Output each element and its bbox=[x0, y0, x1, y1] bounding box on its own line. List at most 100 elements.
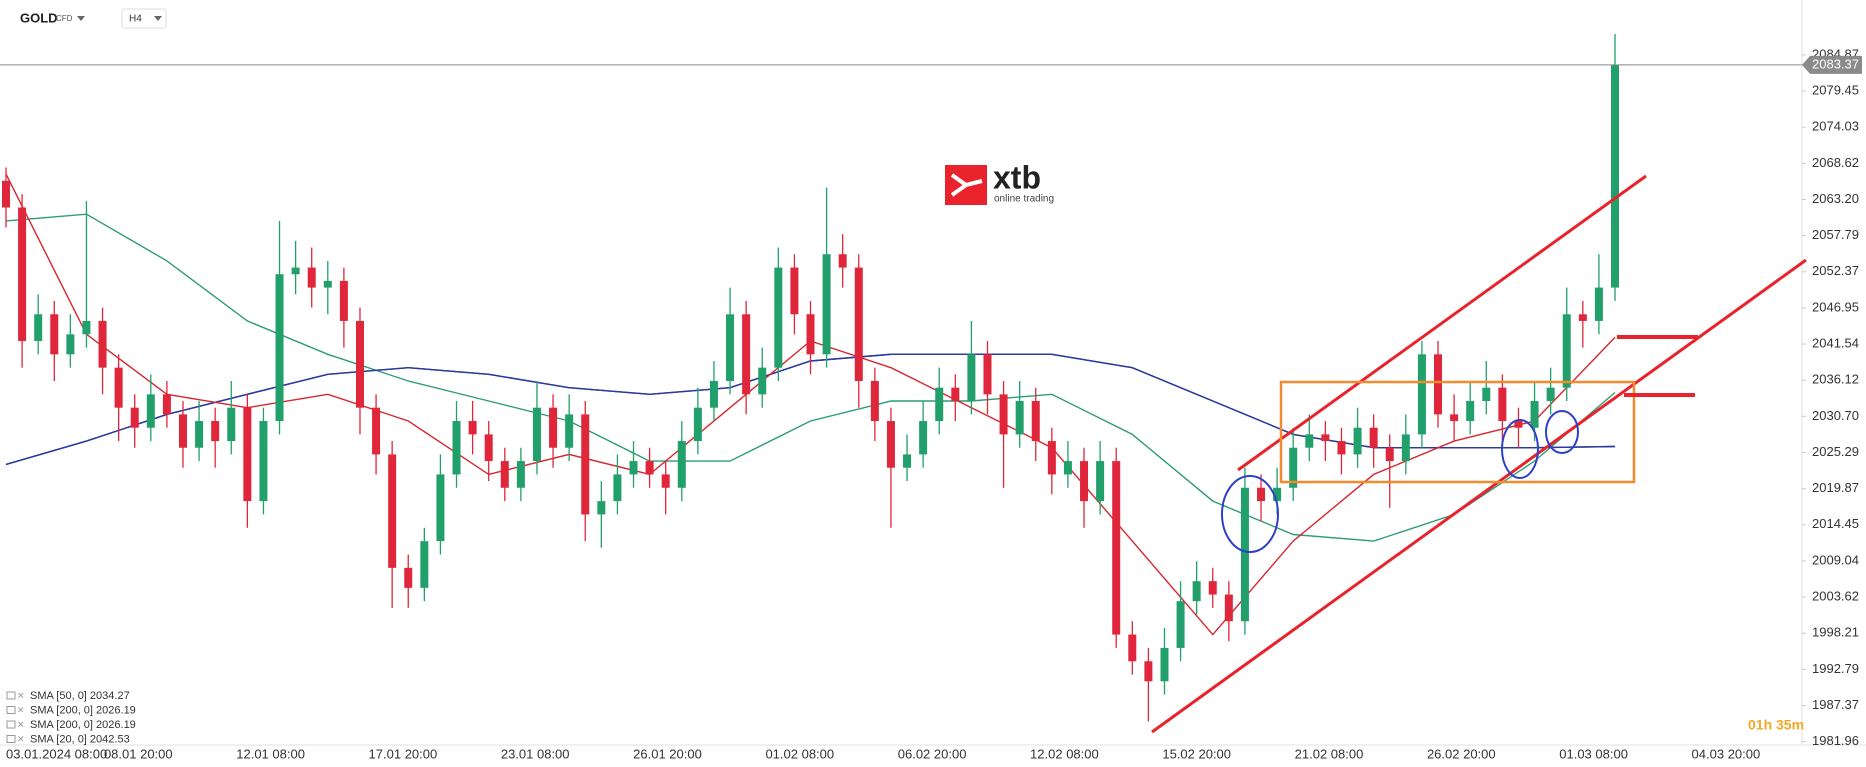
candle-body bbox=[1611, 64, 1619, 288]
x-tick-label: 26.02 20:00 bbox=[1427, 746, 1496, 761]
candle-body bbox=[677, 441, 686, 488]
candle-body bbox=[1369, 427, 1378, 448]
y-tick-label: 2019.87 bbox=[1812, 480, 1859, 495]
header: GOLD CFD H4 bbox=[20, 8, 167, 29]
candle-body bbox=[452, 421, 461, 475]
legend-close: ✕ bbox=[17, 705, 25, 715]
legend-label: SMA [20, 0] 2042.53 bbox=[30, 733, 130, 745]
x-tick-label: 17.01 20:00 bbox=[369, 746, 438, 761]
logo: xtb online trading bbox=[945, 159, 1054, 205]
candle-body bbox=[291, 267, 300, 275]
candle-body bbox=[388, 454, 397, 568]
axes: 2084.872079.452074.032068.622063.202057.… bbox=[0, 46, 1862, 761]
x-tick-label: 15.02 20:00 bbox=[1162, 746, 1231, 761]
timeframe-select[interactable] bbox=[121, 8, 167, 29]
candle-body bbox=[1031, 401, 1040, 442]
trend-line-upper bbox=[1237, 174, 1647, 472]
last-price-tag bbox=[1802, 55, 1862, 74]
candle-body bbox=[82, 320, 91, 335]
y-tick-label: 1998.21 bbox=[1812, 625, 1859, 640]
candle-body bbox=[130, 407, 139, 428]
y-tick-label: 2025.29 bbox=[1812, 444, 1859, 459]
candle-body bbox=[372, 407, 381, 455]
y-tick-label: 2030.70 bbox=[1812, 408, 1859, 423]
candle-body bbox=[1176, 601, 1185, 648]
candle-body bbox=[838, 254, 847, 268]
candle-body bbox=[259, 421, 268, 502]
logo-tagline: online trading bbox=[994, 194, 1054, 205]
legend-close: ✕ bbox=[17, 734, 25, 744]
candle-body bbox=[1450, 414, 1459, 422]
candle-body bbox=[629, 461, 638, 475]
legend-icon bbox=[6, 720, 16, 729]
candle-body bbox=[1546, 387, 1555, 402]
candle-body bbox=[1401, 434, 1410, 462]
x-tick-label: 23.01 08:00 bbox=[501, 746, 570, 761]
logo-text: xtb bbox=[993, 159, 1041, 195]
y-tick-label: 1992.79 bbox=[1812, 661, 1859, 676]
candle-body bbox=[967, 354, 976, 402]
candle-body bbox=[886, 421, 895, 468]
candle-body bbox=[227, 407, 236, 442]
candle-body bbox=[2, 180, 10, 208]
candle-body bbox=[18, 207, 27, 341]
y-tick-label: 2041.54 bbox=[1812, 335, 1859, 350]
x-tick-label: 04.03 20:00 bbox=[1692, 746, 1761, 761]
candle-body bbox=[243, 407, 252, 502]
candle-body bbox=[693, 407, 702, 442]
logo-icon bbox=[950, 173, 983, 197]
candle-body bbox=[1144, 661, 1153, 682]
candle-body bbox=[549, 407, 558, 448]
candle-body bbox=[1015, 401, 1024, 435]
legend-icon bbox=[6, 706, 16, 714]
candle-body bbox=[1417, 354, 1426, 435]
y-tick-label: 2074.03 bbox=[1812, 119, 1859, 134]
candle-body bbox=[1305, 434, 1314, 448]
last-price-label: 2083.37 bbox=[1812, 56, 1859, 71]
candle-body bbox=[742, 314, 751, 395]
candle-body bbox=[661, 474, 670, 488]
legend-icon bbox=[6, 691, 16, 700]
trend-line-lower bbox=[1151, 258, 1807, 734]
candle-body bbox=[162, 394, 171, 415]
candle-body bbox=[1594, 287, 1603, 321]
candle-body bbox=[66, 334, 75, 355]
candle-body bbox=[1080, 461, 1089, 502]
candle-body bbox=[1128, 634, 1137, 662]
x-tick-label: 08.01 20:00 bbox=[104, 746, 173, 761]
ellipse-marker bbox=[1545, 410, 1579, 454]
candle-body bbox=[1208, 581, 1217, 595]
candle-body bbox=[98, 320, 107, 368]
x-tick-label: 12.01 08:00 bbox=[236, 746, 305, 761]
candle-body bbox=[613, 474, 622, 502]
candle-body bbox=[709, 381, 718, 408]
range-box bbox=[1279, 380, 1636, 484]
x-tick-label: 03.01.2024 08:00 bbox=[6, 746, 107, 761]
candle-body bbox=[436, 474, 445, 542]
candle-body bbox=[114, 367, 123, 408]
legend-label: SMA [200, 0] 2026.19 bbox=[30, 704, 136, 716]
dropdown-arrow[interactable] bbox=[77, 16, 85, 21]
candle-body bbox=[178, 414, 187, 448]
candle-body bbox=[1289, 447, 1298, 488]
candle-body bbox=[532, 407, 541, 462]
candle-body bbox=[1385, 447, 1394, 462]
annotations bbox=[1151, 174, 1807, 734]
candle-body bbox=[1192, 581, 1201, 602]
candle-body bbox=[50, 314, 59, 355]
ellipse-marker bbox=[1501, 419, 1539, 479]
candle-body bbox=[1273, 487, 1282, 502]
candle-body bbox=[903, 454, 912, 468]
legend-label: SMA [50, 0] 2034.27 bbox=[30, 690, 130, 702]
candle-body bbox=[1530, 401, 1539, 428]
candle-body bbox=[597, 501, 606, 515]
x-tick-label: 12.02 08:00 bbox=[1030, 746, 1099, 761]
ellipse-marker bbox=[1221, 475, 1279, 553]
candle-body bbox=[355, 320, 364, 408]
candles-layer bbox=[2, 34, 1619, 722]
legend-close: ✕ bbox=[17, 719, 25, 729]
candle-body bbox=[645, 461, 654, 475]
x-tick-label: 06.02 20:00 bbox=[898, 746, 967, 761]
